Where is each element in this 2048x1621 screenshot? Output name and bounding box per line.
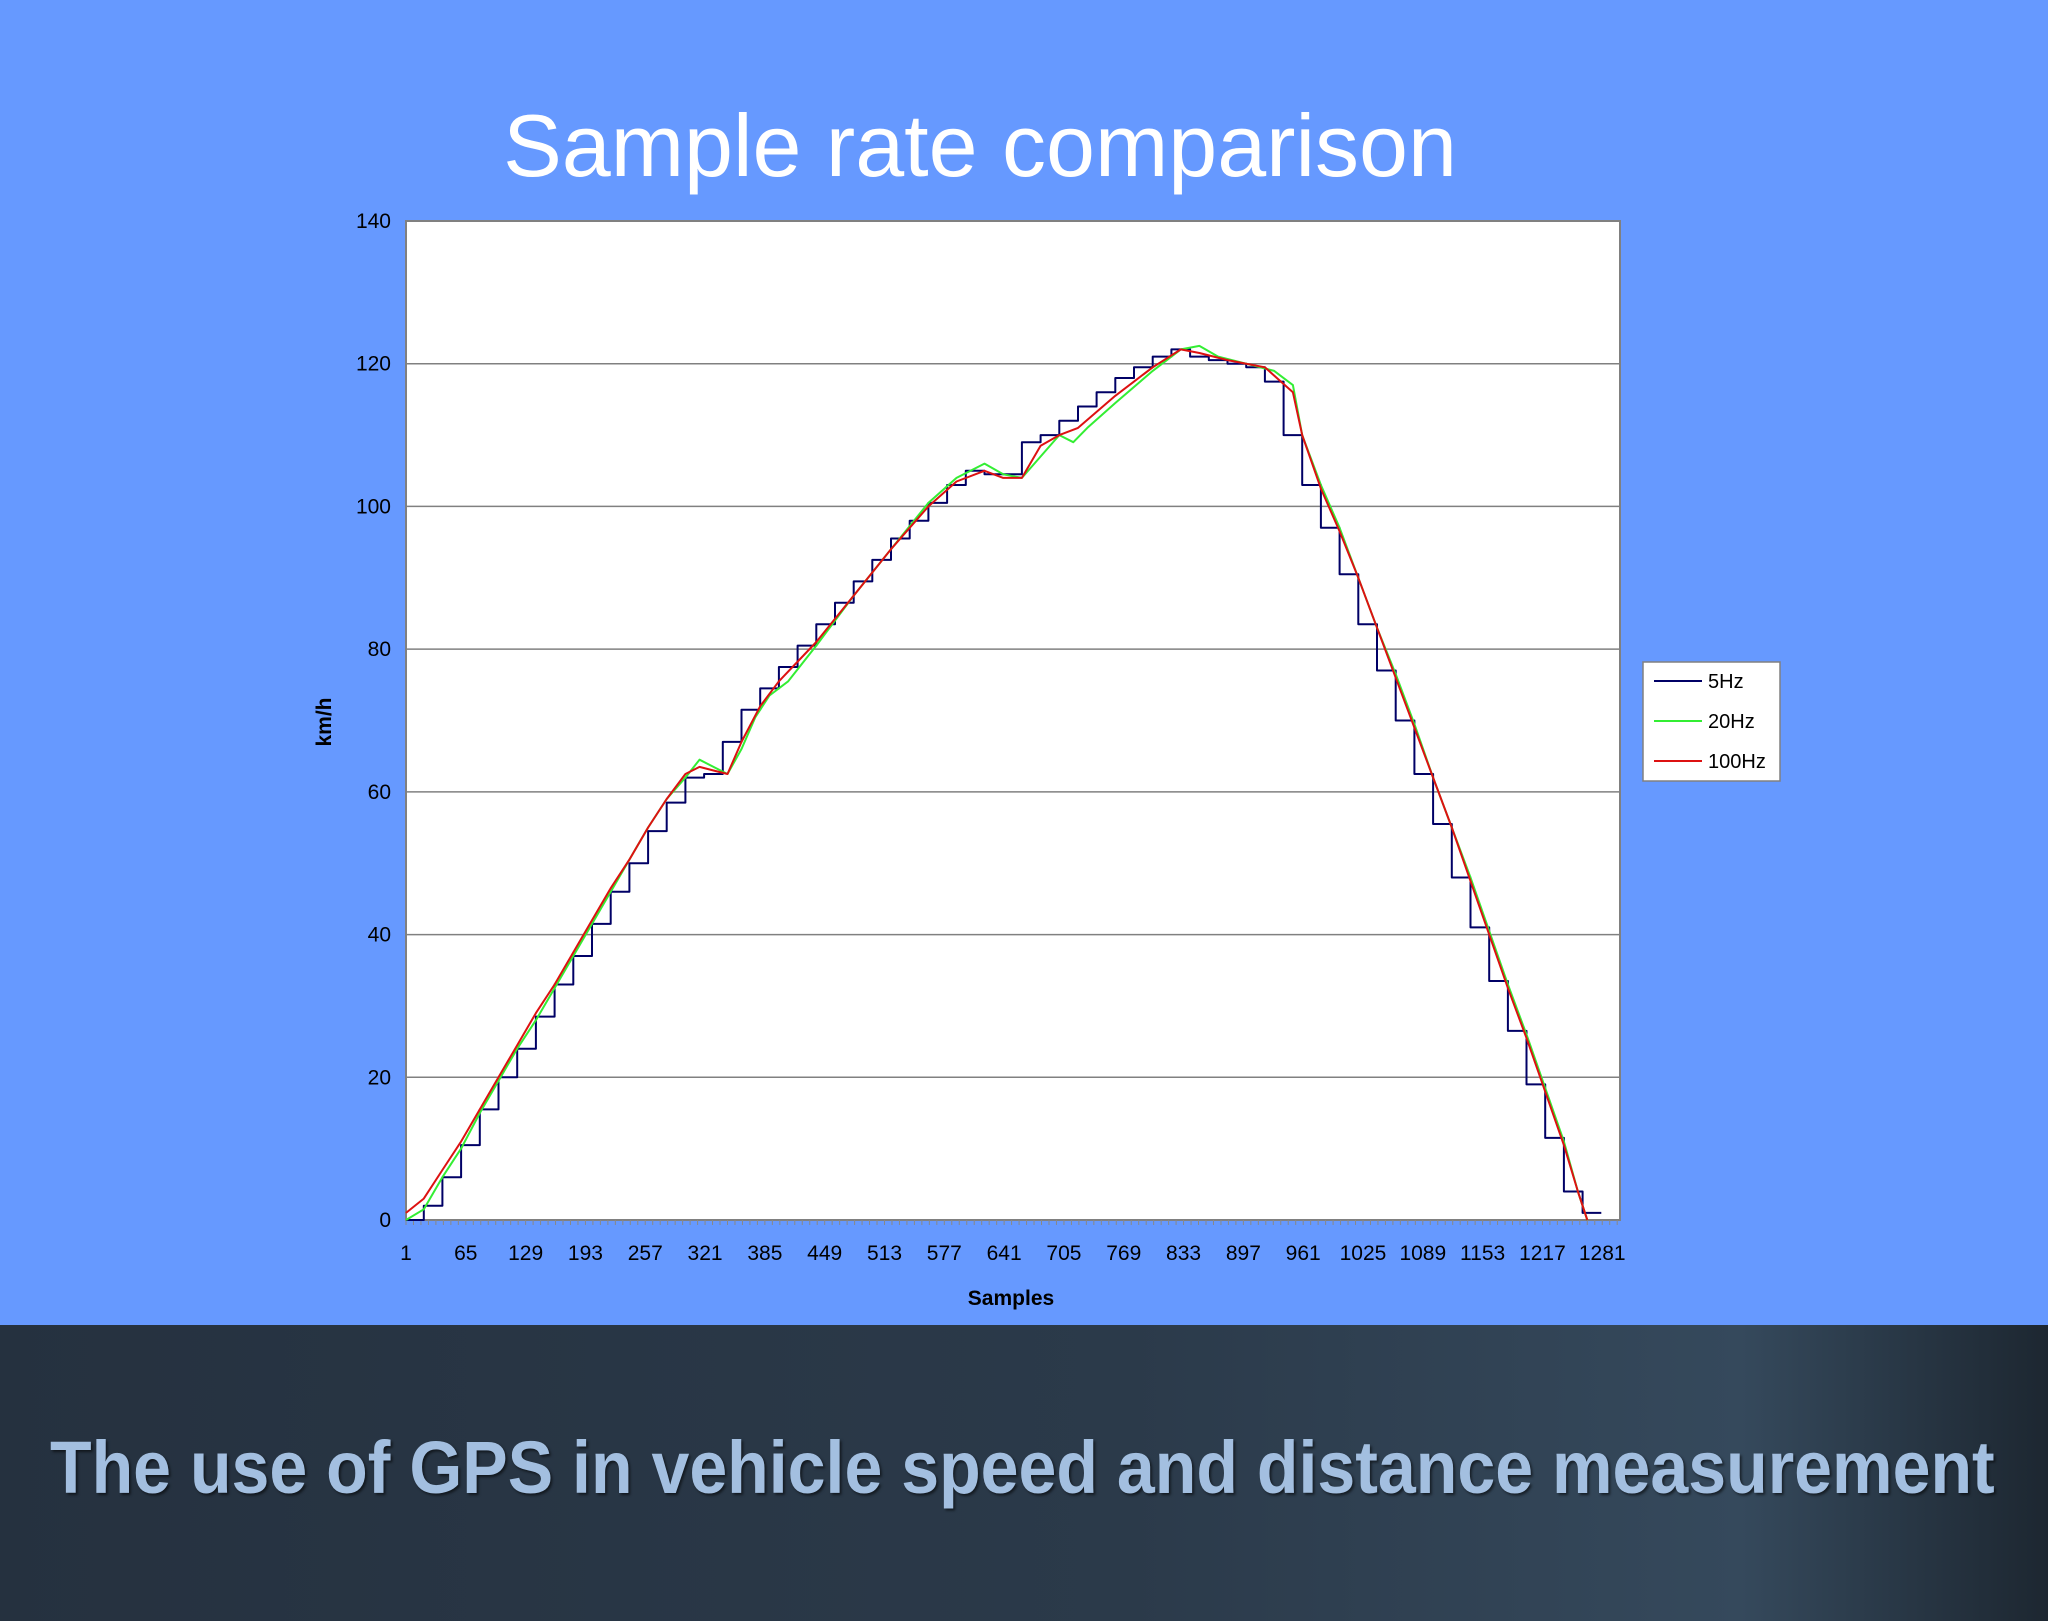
plot-area — [405, 220, 1621, 1221]
y-tick-label: 100 — [356, 495, 391, 518]
x-tick-label: 65 — [454, 1242, 477, 1265]
x-tick-label: 641 — [987, 1242, 1022, 1265]
legend-label-100hz: 100Hz — [1708, 751, 1766, 773]
legend-label-20hz: 20Hz — [1708, 711, 1755, 733]
series-line-100hz — [405, 348, 1589, 1221]
y-axis-title: km/h — [313, 697, 336, 746]
x-tick-labels: 1 65 129 193 257 321 385 449 513 577 641 705 769 833 8… — [400, 1242, 1625, 1265]
x-tick-label: 385 — [747, 1242, 782, 1265]
x-minor-ticks — [405, 1220, 1618, 1225]
x-tick-label: 1217 — [1519, 1242, 1566, 1265]
x-tick-label: 129 — [508, 1242, 543, 1265]
x-tick-label: 321 — [688, 1242, 723, 1265]
x-tick-label: 1089 — [1399, 1242, 1446, 1265]
x-tick-label: 833 — [1166, 1242, 1201, 1265]
x-tick-label: 1 — [400, 1242, 412, 1265]
x-tick-label: 769 — [1106, 1242, 1141, 1265]
x-axis-title: Samples — [968, 1287, 1054, 1310]
x-tick-label: 257 — [628, 1242, 663, 1265]
x-tick-label: 513 — [867, 1242, 902, 1265]
x-tick-label: 961 — [1286, 1242, 1321, 1265]
x-tick-label: 449 — [807, 1242, 842, 1265]
x-tick-label: 1025 — [1340, 1242, 1387, 1265]
y-tick-label: 60 — [368, 781, 391, 804]
x-tick-label: 577 — [927, 1242, 962, 1265]
x-tick-label: 705 — [1046, 1242, 1081, 1265]
y-tick-label: 80 — [368, 638, 391, 661]
speed-line-chart: 0 20 40 60 80 100 120 140 1 65 129 193 257 321 385 449… — [313, 210, 1781, 1310]
x-tick-label: 193 — [568, 1242, 603, 1265]
footer-banner — [0, 1325, 2048, 1621]
y-tick-label: 120 — [356, 353, 391, 376]
footer-title: The use of GPS in vehicle speed and dist… — [50, 1426, 1995, 1509]
y-tick-label: 140 — [356, 210, 391, 233]
x-tick-label: 1153 — [1460, 1242, 1505, 1265]
y-tick-labels: 0 20 40 60 80 100 120 140 — [356, 210, 391, 1232]
y-tick-label: 20 — [368, 1066, 391, 1089]
series-lines — [405, 344, 1602, 1221]
y-tick-label: 0 — [379, 1209, 391, 1232]
gridlines — [406, 362, 1620, 1079]
y-tick-label: 40 — [368, 924, 391, 947]
x-tick-label: 1281 — [1579, 1242, 1626, 1265]
series-line-20hz — [405, 344, 1589, 1221]
legend: 5Hz 20Hz 100Hz — [1642, 661, 1781, 782]
legend-label-5hz: 5Hz — [1708, 671, 1744, 693]
x-tick-label: 897 — [1226, 1242, 1261, 1265]
slide-title: Sample rate comparison — [503, 96, 1457, 195]
